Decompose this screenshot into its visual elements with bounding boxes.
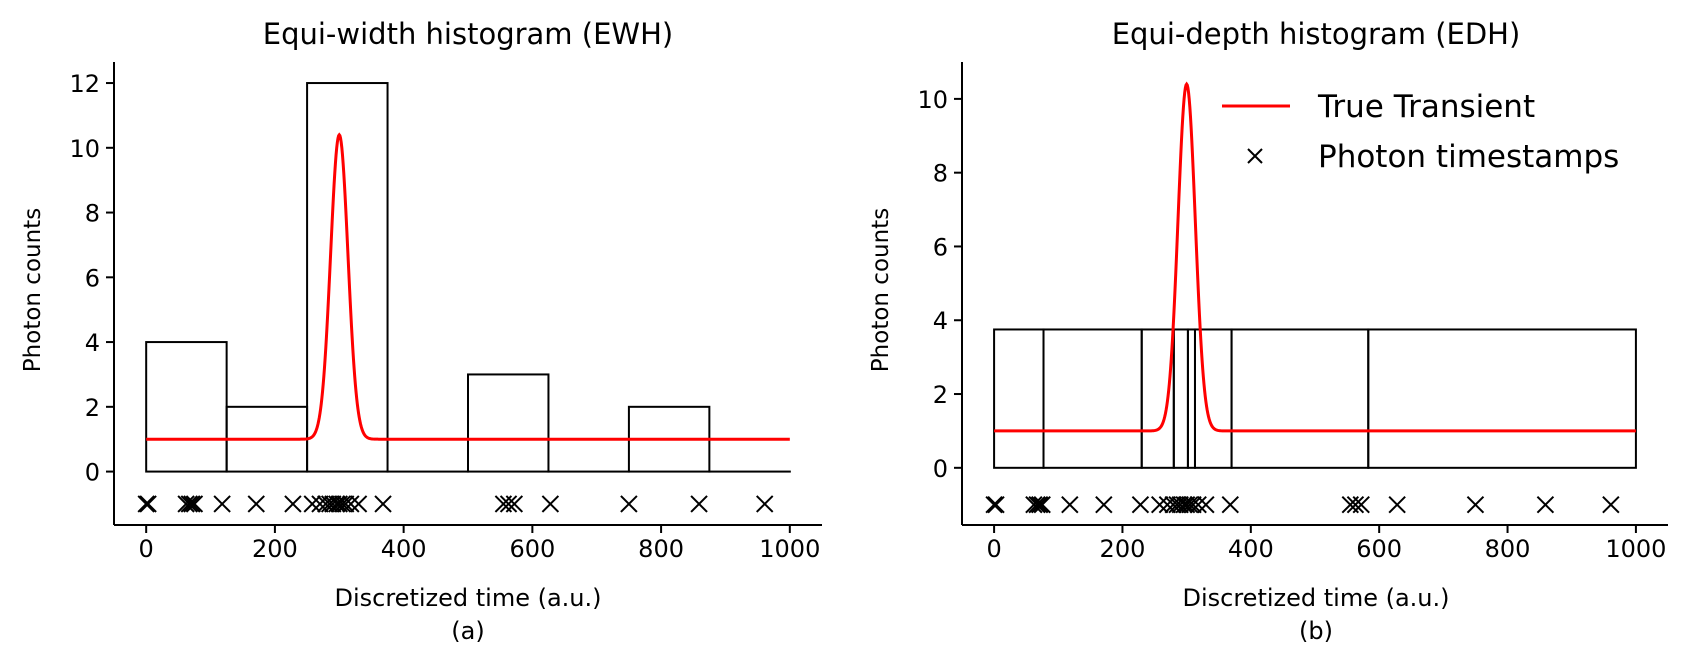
- y-tick-label: 12: [69, 70, 100, 98]
- photon-marker: [1025, 496, 1043, 514]
- photon-marker: [1197, 496, 1215, 514]
- panel-ewh: Equi-width histogram (EWH) Photon counts…: [20, 17, 822, 645]
- legend-label: Photon timestamps: [1318, 139, 1619, 175]
- x-tick-label: 400: [381, 535, 427, 563]
- photon-marker: [756, 495, 774, 513]
- photon-marker: [505, 495, 524, 513]
- photon-marker: [1466, 496, 1485, 514]
- y-tick-label: 8: [933, 160, 948, 188]
- photon-marker: [213, 495, 231, 513]
- photon-marker: [985, 496, 1003, 514]
- y-axis-label: Photon counts: [868, 208, 894, 372]
- x-tick-label: 600: [509, 535, 555, 563]
- panel-edh: Equi-depth histogram (EDH) Photon counts…: [868, 17, 1668, 645]
- x-tick-label: 400: [1228, 535, 1274, 563]
- y-tick-label: 10: [917, 86, 948, 114]
- photon-marker: [320, 495, 339, 513]
- photon-marker: [1352, 496, 1370, 514]
- photon-marker: [1175, 496, 1193, 514]
- photon-marker: [284, 495, 302, 513]
- x-axis-label: Discretized time (a.u.): [1182, 584, 1449, 612]
- photon-marker: [349, 495, 368, 513]
- photon-marker: [1061, 496, 1079, 514]
- photon-marker: [1184, 496, 1202, 514]
- photon-marker: [1150, 496, 1169, 514]
- panel-caption: (a): [451, 617, 484, 645]
- photon-marker: [337, 495, 355, 513]
- y-tick-label: 8: [85, 200, 100, 228]
- photon-marker: [139, 495, 157, 513]
- x-tick-label: 1000: [759, 535, 820, 563]
- photon-marker: [342, 495, 360, 513]
- chart-title: Equi-width histogram (EWH): [263, 17, 673, 51]
- photon-marker: [333, 495, 352, 513]
- photon-marker: [1181, 496, 1199, 514]
- histogram-bin: [306, 82, 389, 473]
- y-tick-label: 4: [85, 329, 100, 357]
- x-tick-label: 1000: [1605, 535, 1666, 563]
- legend-label: True Transient: [1317, 89, 1535, 125]
- photon-marker: [499, 495, 518, 513]
- y-tick-label: 2: [933, 381, 948, 409]
- y-tick-label: 4: [933, 307, 948, 335]
- photon-marker: [327, 495, 346, 513]
- histogram-bin: [1172, 328, 1189, 469]
- y-axis-label: Photon counts: [20, 208, 46, 372]
- legend-x-marker: [1247, 148, 1263, 164]
- photon-marker: [541, 495, 560, 513]
- photon-marker: [183, 495, 201, 513]
- x-tick-label: 600: [1356, 535, 1402, 563]
- histogram-bin: [1042, 328, 1143, 469]
- y-tick-label: 0: [933, 455, 948, 483]
- photon-marker: [180, 495, 199, 513]
- histogram-bin: [1230, 328, 1370, 469]
- photon-marker: [1536, 496, 1555, 514]
- photon-marker: [1030, 496, 1049, 514]
- photon-marker: [1388, 496, 1406, 514]
- x-tick-label: 800: [638, 535, 684, 563]
- x-tick-label: 0: [139, 535, 154, 563]
- histogram-bin: [1367, 328, 1637, 469]
- y-tick-label: 2: [85, 394, 100, 422]
- photon-marker: [137, 495, 155, 513]
- photon-marker: [1033, 496, 1051, 514]
- y-tick-label: 6: [85, 264, 100, 292]
- x-tick-label: 200: [252, 535, 298, 563]
- photon-marker: [1028, 496, 1046, 514]
- true-transient-line: [146, 132, 790, 441]
- plot-area: 0 200 400 600 800 1000 0 2 4 6 8 10 12: [69, 62, 822, 563]
- y-tick-label: 6: [933, 233, 948, 261]
- y-tick-label: 10: [69, 135, 100, 163]
- photon-marker: [620, 495, 638, 513]
- true-transient-line: [994, 81, 1636, 433]
- photon-marker: [1602, 496, 1620, 514]
- photon-marker: [177, 495, 195, 513]
- legend: True Transient Photon timestamps: [1222, 89, 1619, 175]
- histogram-bin: [1186, 328, 1196, 469]
- photon-marker: [1221, 496, 1239, 514]
- x-tick-label: 200: [1100, 535, 1146, 563]
- plot-area: 0 200 400 600 800 1000 0 2 4 6 8 10: [917, 62, 1668, 563]
- photon-marker: [247, 495, 265, 513]
- histogram-bin: [467, 373, 550, 473]
- photon-marker: [303, 495, 321, 513]
- photon-marker: [1131, 496, 1150, 514]
- x-tick-label: 0: [986, 535, 1001, 563]
- histogram-bin: [145, 341, 228, 473]
- histogram-bin: [993, 328, 1045, 469]
- photon-marker: [1168, 496, 1186, 514]
- chart-title: Equi-depth histogram (EDH): [1112, 17, 1521, 51]
- panel-caption: (b): [1299, 617, 1333, 645]
- x-axis-label: Discretized time (a.u.): [334, 584, 601, 612]
- photon-marker: [1095, 496, 1113, 514]
- photon-marker: [1346, 496, 1365, 514]
- photon-marker: [1189, 496, 1207, 514]
- y-tick-label: 0: [85, 459, 100, 487]
- photon-marker: [185, 495, 204, 513]
- photon-marker: [987, 496, 1005, 514]
- photon-marker: [690, 495, 708, 513]
- photon-marker: [374, 495, 392, 513]
- x-tick-label: 800: [1485, 535, 1531, 563]
